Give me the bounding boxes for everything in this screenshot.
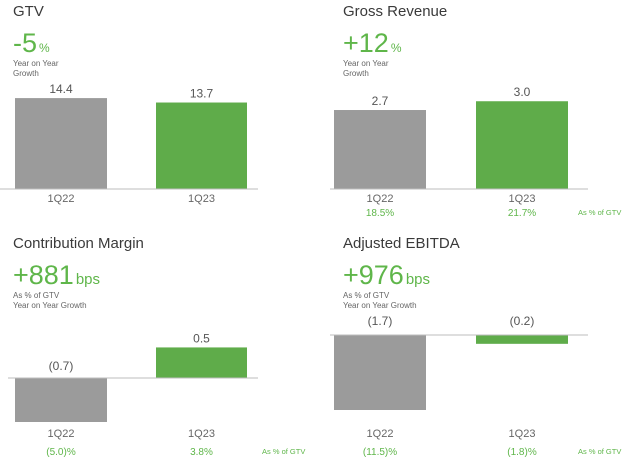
headline-unit: bps (76, 271, 100, 288)
headline-caption: Year on Year Growth (13, 301, 87, 310)
pct-of-gtv-label: 21.7% (508, 208, 536, 219)
pct-of-gtv-label: (1.8)% (507, 447, 537, 458)
bar-value-label: 2.7 (372, 94, 389, 108)
bar-1q22 (334, 110, 426, 189)
category-label: 1Q23 (509, 428, 536, 440)
headline-caption: Growth (13, 69, 39, 78)
bar-value-label: 14.4 (49, 82, 73, 96)
pct-note: As % of GTV (262, 447, 305, 456)
chart-title: GTV (13, 3, 44, 20)
headline-caption: Year on Year (343, 59, 389, 68)
headline-caption: As % of GTV (343, 291, 390, 300)
category-label: 1Q22 (367, 428, 394, 440)
headline-unit: bps (406, 271, 430, 288)
chart-title: Gross Revenue (343, 3, 447, 20)
bar-1q23 (476, 335, 568, 344)
headline-caption: Year on Year (13, 59, 59, 68)
bar-value-label: 0.5 (193, 331, 210, 345)
headline-value: -5 (13, 28, 37, 58)
bar-1q23 (476, 101, 568, 189)
bar-value-label: (1.7) (368, 314, 393, 328)
pct-of-gtv-label: 18.5% (366, 208, 394, 219)
headline-caption: Growth (343, 69, 369, 78)
category-label: 1Q23 (509, 193, 536, 205)
headline-unit: % (39, 41, 50, 55)
pct-of-gtv-label: (5.0)% (46, 447, 76, 458)
category-label: 1Q22 (48, 428, 75, 440)
headline-unit: % (391, 41, 402, 55)
headline-value: +881 (13, 260, 74, 290)
category-label: 1Q23 (188, 193, 215, 205)
bar-value-label: (0.2) (510, 314, 535, 328)
chart-title: Adjusted EBITDA (343, 235, 460, 252)
bar-1q22 (15, 98, 107, 189)
category-label: 1Q22 (367, 193, 394, 205)
pct-note: As % of GTV (578, 447, 621, 456)
headline-value: +12 (343, 28, 389, 58)
headline-value: +976 (343, 260, 404, 290)
bar-1q22 (15, 378, 107, 422)
bar-1q22 (334, 335, 426, 410)
category-label: 1Q23 (188, 428, 215, 440)
chart-title: Contribution Margin (13, 235, 144, 252)
bar-value-label: 3.0 (514, 85, 531, 99)
headline-caption: As % of GTV (13, 291, 60, 300)
category-label: 1Q22 (48, 193, 75, 205)
headline-caption: Year on Year Growth (343, 301, 417, 310)
bar-value-label: (0.7) (49, 359, 74, 373)
pct-note: As % of GTV (578, 208, 621, 217)
bar-1q23 (156, 347, 247, 379)
pct-of-gtv-label: (11.5)% (363, 447, 397, 458)
bar-1q23 (156, 102, 247, 189)
bar-value-label: 13.7 (190, 87, 214, 101)
pct-of-gtv-label: 3.8% (190, 447, 213, 458)
